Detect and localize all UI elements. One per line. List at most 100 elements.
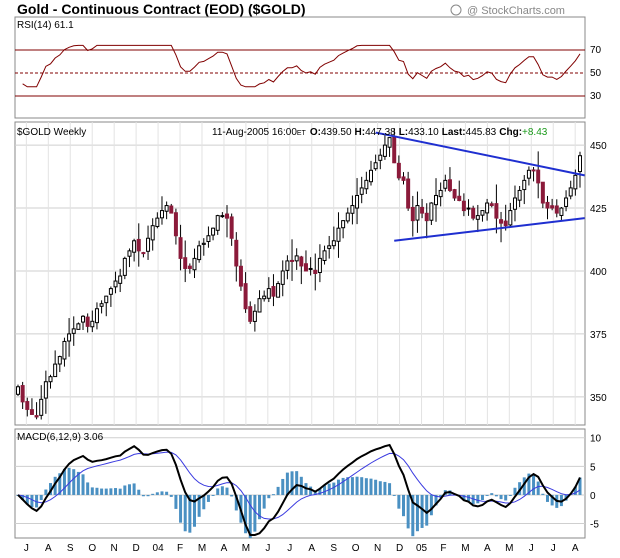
rsi-tick-30: 30 xyxy=(590,91,602,102)
macd-histogram-bar xyxy=(86,482,90,495)
macd-axis-ticks: -5 0 5 10 xyxy=(590,434,602,531)
price-tick-label: 425 xyxy=(590,204,607,215)
candle-down xyxy=(396,162,401,179)
candle-up xyxy=(345,212,350,222)
macd-histogram-bar xyxy=(281,478,285,495)
candle-up xyxy=(355,194,360,209)
candle-up xyxy=(113,280,118,288)
candle-down xyxy=(303,263,308,272)
macd-histogram-bar xyxy=(248,494,252,539)
macd-histogram-bar xyxy=(100,488,104,495)
chg-value: +8.43 xyxy=(522,127,548,138)
candle-up xyxy=(192,257,197,271)
candle-down xyxy=(410,206,415,222)
macd-histogram-bar xyxy=(550,494,554,506)
candle-down xyxy=(471,207,476,219)
candle-up xyxy=(364,179,369,190)
macd-histogram-bar xyxy=(369,478,373,495)
x-axis: J A S O N D 04 F M A M J J A S O N D 05 F M A M J J A xyxy=(24,543,579,554)
macd-tick-label: 5 xyxy=(590,462,596,473)
macd-histogram-bar xyxy=(151,493,155,495)
macd-histogram-bar xyxy=(137,489,141,495)
candle-up xyxy=(252,310,257,322)
candle-up xyxy=(67,333,72,342)
x-tick-label: A xyxy=(45,543,52,554)
candle-up xyxy=(150,225,155,241)
candle-up xyxy=(104,295,109,304)
rsi-tick-50: 50 xyxy=(590,68,602,79)
macd-histogram-bar xyxy=(258,494,262,520)
macd-histogram-bar xyxy=(30,494,34,507)
candle-up xyxy=(108,288,113,295)
candle-up xyxy=(512,197,517,210)
macd-histogram-bar xyxy=(295,471,299,495)
macd-histogram-bar xyxy=(476,494,480,504)
candle-up xyxy=(155,217,160,227)
macd-histogram-bar xyxy=(225,487,229,495)
candle-up xyxy=(62,340,67,360)
candle-down xyxy=(173,212,178,237)
macd-histogram-bar xyxy=(114,488,118,495)
high-value: 447.38 xyxy=(365,127,396,138)
macd-histogram-bar xyxy=(276,486,280,495)
candle-down xyxy=(271,286,276,297)
x-tick-label: N xyxy=(111,543,118,554)
macd-histogram-bar xyxy=(244,494,248,534)
macd-histogram-bar xyxy=(290,471,294,495)
price-tick-label: 375 xyxy=(590,330,607,341)
macd-histogram-bar xyxy=(155,492,159,495)
macd-histogram-bar xyxy=(355,476,359,495)
candle-down xyxy=(536,169,541,184)
candle-up xyxy=(215,215,220,231)
macd-histogram-bar xyxy=(336,479,340,495)
macd-histogram-bar xyxy=(388,483,392,495)
candle-down xyxy=(406,178,411,209)
macd-histogram-bar xyxy=(392,494,396,496)
candle-down xyxy=(225,213,230,219)
copyright[interactable]: @ StockCharts.com xyxy=(450,4,565,17)
macd-histogram-bar xyxy=(127,484,131,495)
x-tick-label: F xyxy=(440,543,446,554)
macd-histogram-bar xyxy=(174,494,178,509)
candle-up xyxy=(559,207,564,216)
macd-histogram-bar xyxy=(35,494,39,508)
candle-up xyxy=(57,356,62,365)
macd-histogram-bar xyxy=(383,481,387,495)
candle-up xyxy=(53,363,58,378)
candle-up xyxy=(382,144,387,157)
macd-histogram-bar xyxy=(39,494,43,501)
price-tick-label: 350 xyxy=(590,393,607,404)
macd-histogram-bar xyxy=(397,494,401,509)
price-vertical-grid xyxy=(25,122,576,425)
x-tick-label: S xyxy=(330,543,337,554)
macd-histogram-bar xyxy=(165,491,169,495)
candle-down xyxy=(457,195,462,202)
candle-down xyxy=(25,401,30,410)
price-tick-label: 400 xyxy=(590,267,607,278)
macd-histogram-bar xyxy=(53,476,57,495)
candle-up xyxy=(564,197,569,207)
rsi-panel: RSI(14) 61.1 70 50 30 xyxy=(14,16,602,119)
x-tick-label: M xyxy=(461,543,469,554)
macd-histogram-bar xyxy=(374,479,378,495)
candle-up xyxy=(368,169,373,183)
macd-histogram-bar xyxy=(573,486,577,495)
candle-down xyxy=(248,306,253,322)
candle-down xyxy=(141,252,146,255)
candle-up xyxy=(118,275,123,284)
candle-up xyxy=(466,207,471,210)
macd-histogram-bar xyxy=(141,494,145,497)
candle-up xyxy=(308,267,313,270)
candle-up xyxy=(146,237,151,252)
macd-histogram-bar xyxy=(132,483,136,495)
candle-down xyxy=(554,205,559,214)
macd-histogram-bar xyxy=(271,494,275,496)
candle-up xyxy=(43,381,48,399)
macd-histogram-bar xyxy=(220,486,224,495)
chg-label: Chg: xyxy=(499,127,522,138)
x-tick-label: A xyxy=(484,543,491,554)
macd-histogram-bar xyxy=(360,477,364,495)
candle-down xyxy=(85,316,90,327)
candle-up xyxy=(480,210,485,216)
macd-histogram-bar xyxy=(179,494,183,523)
